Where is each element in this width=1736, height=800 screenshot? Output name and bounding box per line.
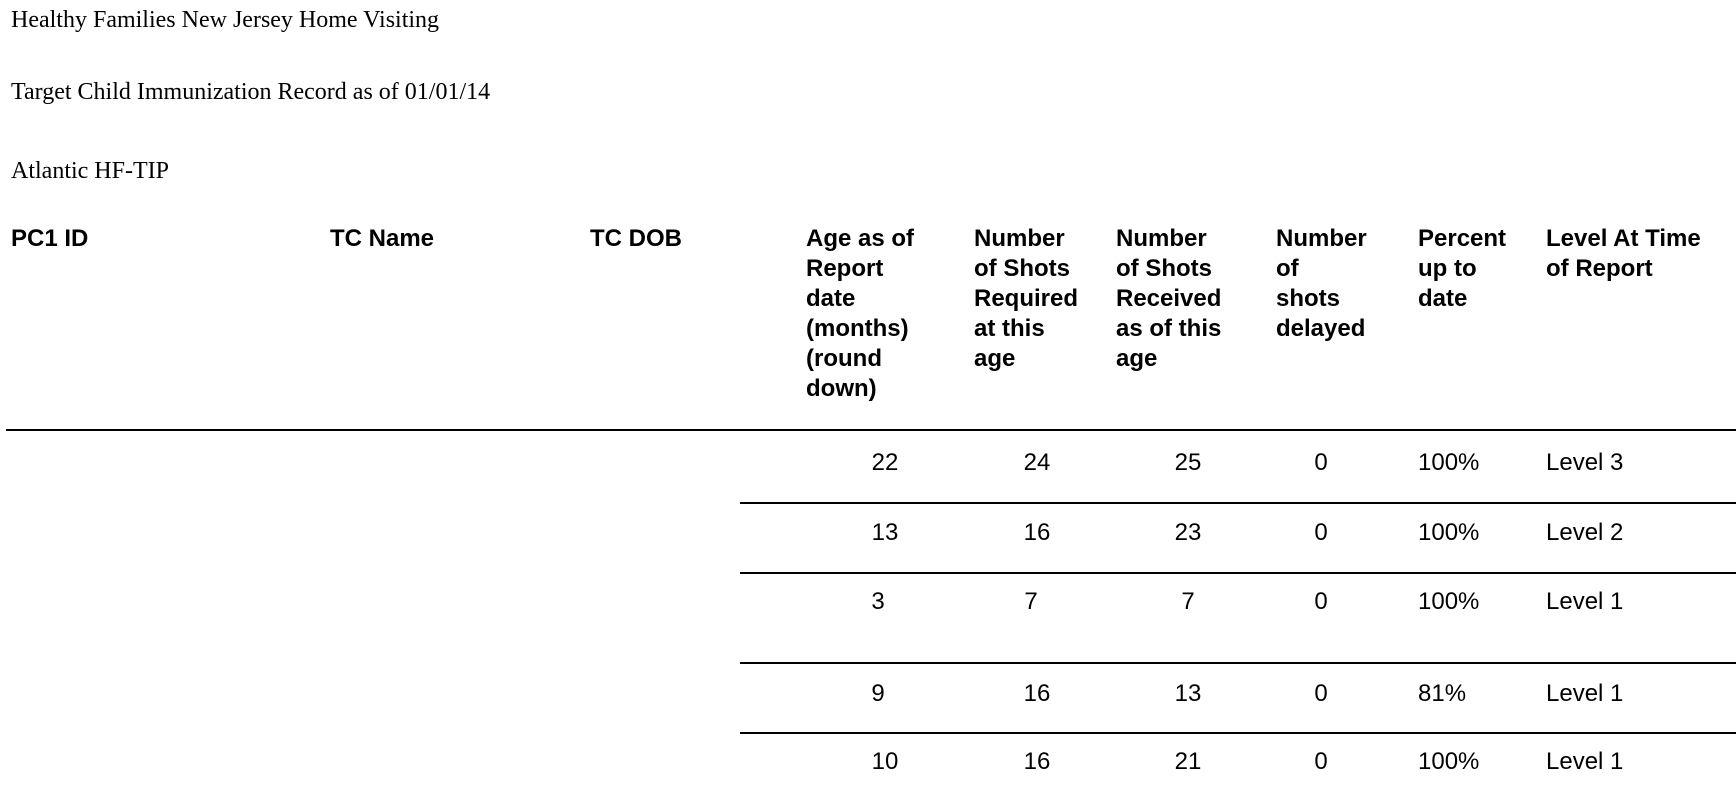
shots-received-cell: 13 (1174, 680, 1202, 707)
row-divider (740, 732, 1736, 734)
shots-delayed-cell: 0 (1314, 748, 1328, 775)
table-row: 10 16 21 0 100% Level 1 (0, 748, 1736, 788)
table-row: 22 24 25 0 100% Level 3 (0, 449, 1736, 489)
level-cell: Level 1 (1546, 588, 1624, 615)
shots-required-cell: 16 (1023, 519, 1051, 546)
row-divider (740, 572, 1736, 574)
column-header-pc1-id: PC1 ID (11, 225, 89, 252)
age-months-cell: 3 (871, 588, 885, 615)
shots-delayed-cell: 0 (1314, 449, 1328, 476)
table-row: 13 16 23 0 100% Level 2 (0, 519, 1736, 559)
shots-received-cell: 7 (1181, 588, 1195, 615)
header-divider (6, 429, 1736, 431)
row-divider (740, 662, 1736, 664)
column-header-tc-dob: TC DOB (590, 225, 682, 252)
percent-up-to-date-cell: 100% (1418, 748, 1480, 775)
report-site-name: Atlantic HF-TIP (11, 158, 169, 184)
percent-up-to-date-cell: 100% (1418, 519, 1480, 546)
shots-required-cell: 24 (1023, 449, 1051, 476)
age-months-cell: 10 (871, 748, 899, 775)
shots-required-cell: 7 (1024, 588, 1038, 615)
age-months-cell: 9 (871, 680, 885, 707)
table-row: 3 7 7 0 100% Level 1 (0, 588, 1736, 628)
shots-received-cell: 23 (1174, 519, 1202, 546)
percent-up-to-date-cell: 81% (1418, 680, 1467, 707)
column-header-percent-up-to-date: Percent up to date (1418, 225, 1507, 312)
level-cell: Level 1 (1546, 748, 1624, 775)
report-org-title: Healthy Families New Jersey Home Visitin… (11, 7, 440, 33)
percent-up-to-date-cell: 100% (1418, 449, 1480, 476)
shots-delayed-cell: 0 (1314, 588, 1328, 615)
level-cell: Level 2 (1546, 519, 1624, 546)
report-record-title: Target Child Immunization Record as of 0… (11, 79, 491, 105)
row-divider (740, 502, 1736, 504)
column-header-shots-required: Number of Shots Required at this age (974, 225, 1079, 372)
age-months-cell: 22 (871, 449, 899, 476)
column-header-shots-received: Number of Shots Received as of this age (1116, 225, 1222, 372)
column-header-age-months: Age as of Report date (months) (round do… (806, 225, 915, 402)
age-months-cell: 13 (871, 519, 899, 546)
shots-received-cell: 25 (1174, 449, 1202, 476)
table-row: 9 16 13 0 81% Level 1 (0, 680, 1736, 720)
level-cell: Level 3 (1546, 449, 1624, 476)
column-header-tc-name: TC Name (330, 225, 435, 252)
shots-received-cell: 21 (1174, 748, 1202, 775)
shots-required-cell: 16 (1023, 748, 1051, 775)
column-header-shots-delayed: Number of shots delayed (1276, 225, 1367, 342)
percent-up-to-date-cell: 100% (1418, 588, 1480, 615)
shots-delayed-cell: 0 (1314, 680, 1328, 707)
shots-delayed-cell: 0 (1314, 519, 1328, 546)
column-header-level: Level At Time of Report (1546, 225, 1701, 282)
level-cell: Level 1 (1546, 680, 1624, 707)
shots-required-cell: 16 (1023, 680, 1051, 707)
